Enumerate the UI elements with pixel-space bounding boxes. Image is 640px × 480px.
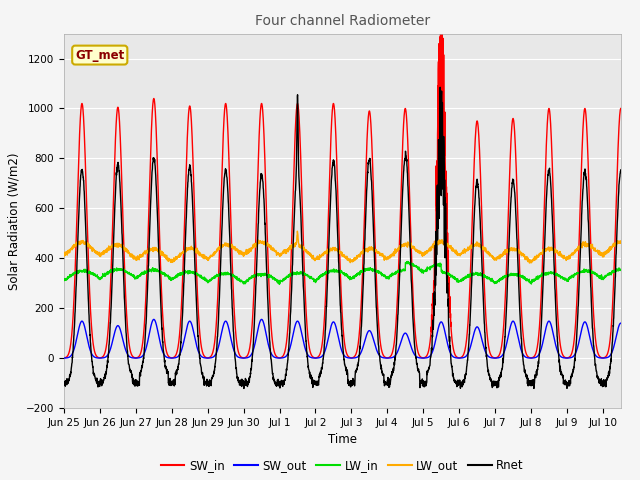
LW_in xyxy=(547,269,554,275)
LW_out xyxy=(606,246,614,252)
SW_in xyxy=(438,2,445,8)
Rnet xyxy=(124,348,131,354)
Rnet xyxy=(298,239,306,245)
SW_out xyxy=(547,320,554,325)
SW_out xyxy=(298,331,306,337)
Legend: SW_in, SW_out, LW_in, LW_out, Rnet: SW_in, SW_out, LW_in, LW_out, Rnet xyxy=(156,455,529,477)
Line: SW_in: SW_in xyxy=(64,5,621,358)
Line: LW_in: LW_in xyxy=(64,262,621,285)
X-axis label: Time: Time xyxy=(328,433,357,446)
SW_out xyxy=(157,342,164,348)
LW_in xyxy=(60,277,68,283)
LW_out xyxy=(617,240,625,246)
LW_in xyxy=(124,269,131,275)
Rnet xyxy=(436,84,444,90)
LW_out xyxy=(124,250,131,255)
LW_out xyxy=(274,251,282,256)
Y-axis label: Solar Radiation (W/m2): Solar Radiation (W/m2) xyxy=(7,152,20,289)
SW_in xyxy=(124,325,131,331)
SW_out xyxy=(60,355,68,361)
LW_out xyxy=(298,245,306,251)
Line: Rnet: Rnet xyxy=(64,87,621,388)
SW_in xyxy=(157,264,164,269)
SW_in xyxy=(274,354,282,360)
Rnet xyxy=(240,385,248,391)
SW_in xyxy=(617,106,625,111)
Rnet xyxy=(274,380,282,386)
SW_out xyxy=(383,355,391,361)
SW_in xyxy=(547,115,554,121)
LW_in xyxy=(276,282,284,288)
Rnet xyxy=(606,363,614,369)
Rnet xyxy=(617,167,625,173)
Rnet xyxy=(157,299,164,304)
SW_out xyxy=(124,351,131,357)
LW_in xyxy=(157,270,164,276)
LW_in xyxy=(606,270,614,276)
LW_out xyxy=(60,253,68,259)
Rnet xyxy=(547,174,554,180)
SW_out xyxy=(274,355,282,361)
SW_out xyxy=(606,352,614,358)
LW_out xyxy=(547,246,554,252)
LW_in xyxy=(274,279,282,285)
Text: GT_met: GT_met xyxy=(75,48,124,61)
LW_out xyxy=(525,260,533,266)
LW_in xyxy=(298,271,306,276)
Rnet xyxy=(60,383,68,388)
SW_out xyxy=(617,320,625,326)
SW_in xyxy=(60,355,68,361)
LW_in xyxy=(617,267,625,273)
LW_out xyxy=(294,228,301,234)
SW_out xyxy=(258,316,266,322)
Line: SW_out: SW_out xyxy=(64,319,621,358)
Title: Four channel Radiometer: Four channel Radiometer xyxy=(255,14,430,28)
Line: LW_out: LW_out xyxy=(64,231,621,263)
SW_in xyxy=(492,355,499,361)
SW_in xyxy=(606,336,614,342)
LW_out xyxy=(157,249,164,255)
SW_in xyxy=(298,184,305,190)
LW_in xyxy=(404,259,412,264)
